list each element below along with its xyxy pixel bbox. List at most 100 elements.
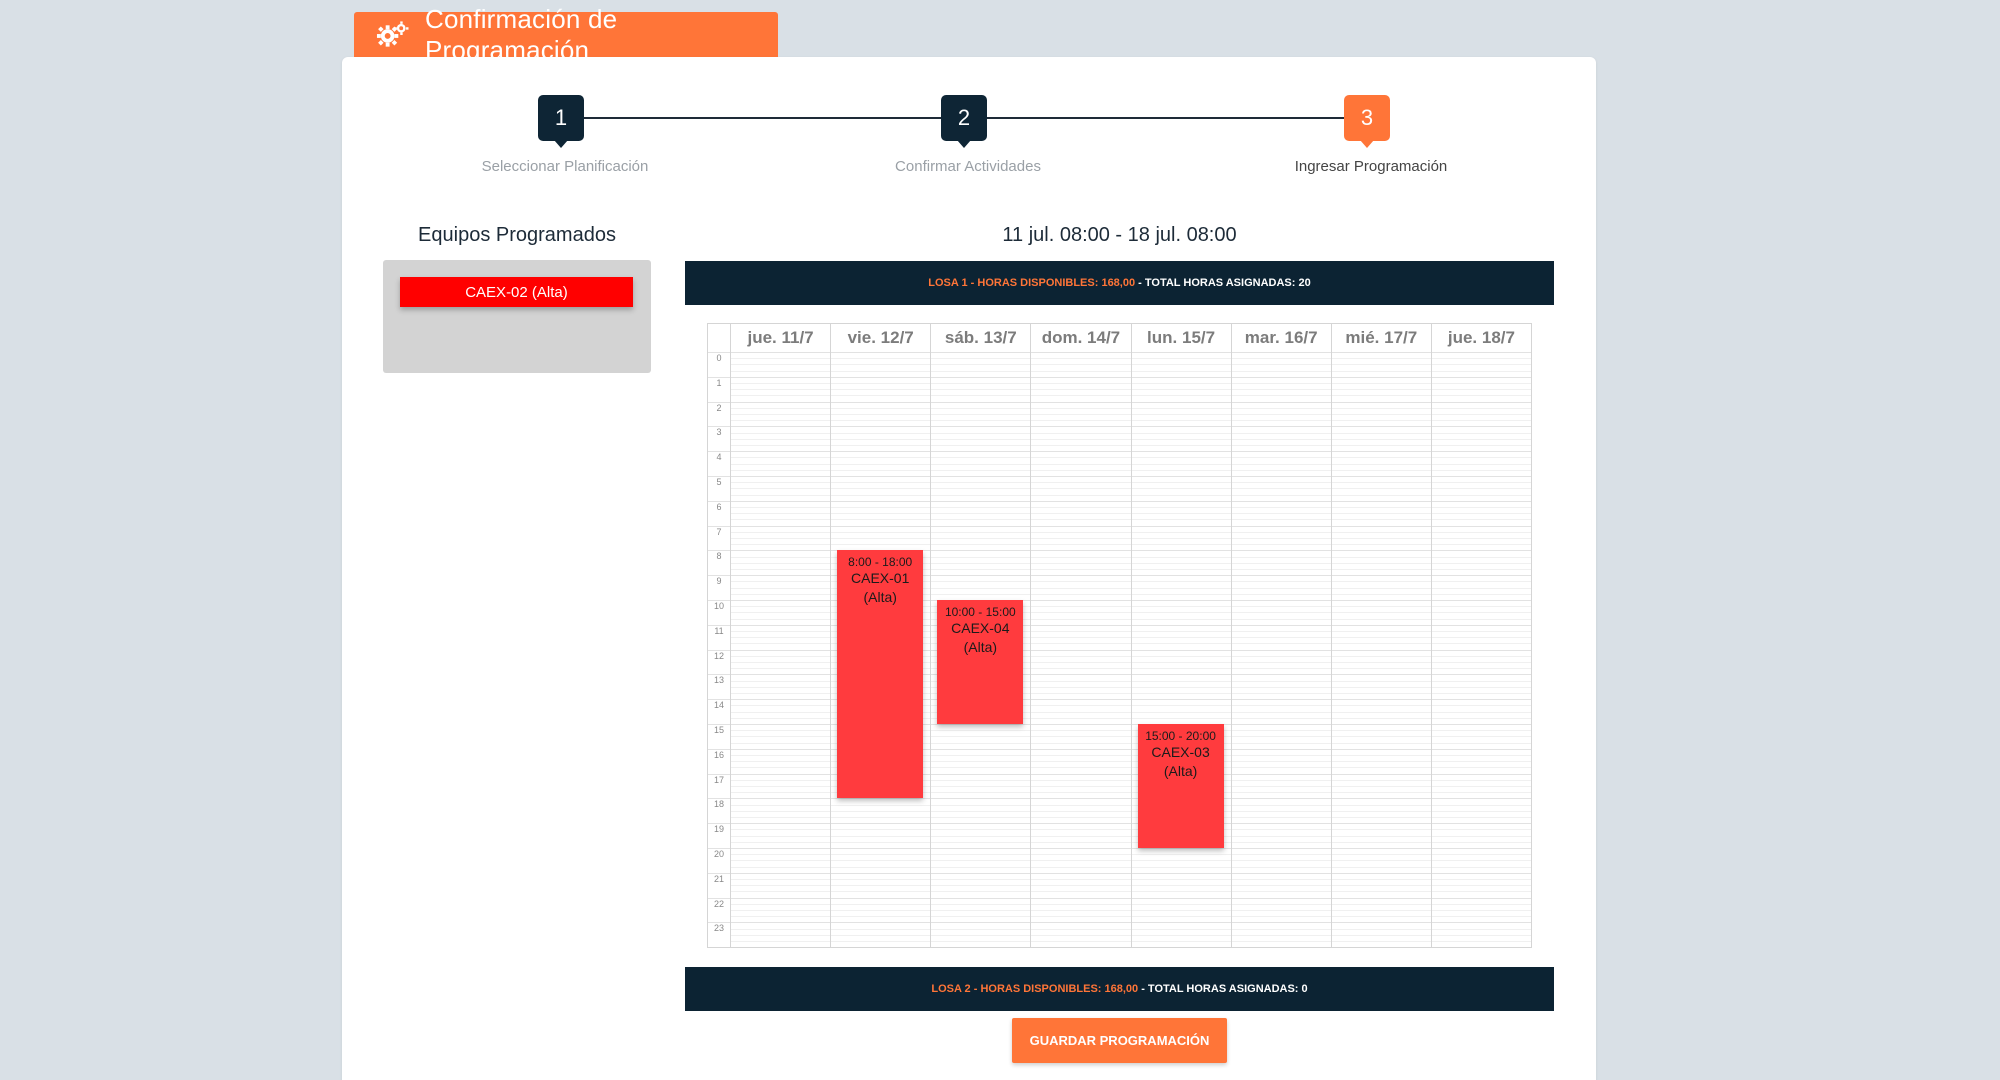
hour-gridline <box>708 897 1531 899</box>
day-column-divider <box>1130 324 1132 947</box>
hour-label: 17 <box>713 774 724 785</box>
hour-gridline <box>708 525 1531 527</box>
step-3[interactable]: 3 <box>1344 95 1390 148</box>
step-2[interactable]: 2 <box>941 95 987 148</box>
hour-gridline <box>708 500 1531 502</box>
hour-label: 11 <box>714 625 724 636</box>
stepper-line <box>986 117 1366 119</box>
day-column-divider <box>1430 324 1432 947</box>
hour-label: 3 <box>716 427 722 438</box>
day-column-divider <box>1330 324 1332 947</box>
day-header: mié. 17/7 <box>1330 324 1431 352</box>
hour-label: 22 <box>713 898 724 909</box>
day-column-divider <box>1230 324 1232 947</box>
hour-gridline <box>708 922 1531 924</box>
date-range: 11 jul. 08:00 - 18 jul. 08:00 <box>1002 224 1237 246</box>
hour-gridline <box>708 401 1531 403</box>
event-time: 15:00 - 20:00 <box>1145 729 1216 743</box>
hour-label: 15 <box>713 725 724 735</box>
day-column-divider <box>830 324 832 947</box>
hour-label: 2 <box>716 402 722 413</box>
losa-1-available: LOSA 1 - HORAS DISPONIBLES: 168,00 <box>928 277 1136 289</box>
event-time: 8:00 - 18:00 <box>848 555 913 570</box>
event-name: CAEX-04 <box>951 620 1010 636</box>
hour-gridline <box>708 798 1531 800</box>
hour-label: 0 <box>716 353 722 363</box>
losa-2-bar[interactable]: LOSA 2 - HORAS DISPONIBLES: 168,00 - TOT… <box>685 967 1554 1011</box>
scheduled-event[interactable]: 15:00 - 20:00 CAEX-03 (Alta) <box>1137 724 1224 848</box>
hour-label: 6 <box>716 501 722 512</box>
hour-label: 19 <box>713 824 724 835</box>
event-priority: (Alta) <box>863 589 897 606</box>
hour-label: 10 <box>713 601 724 611</box>
hour-label: 20 <box>713 849 724 859</box>
step-1[interactable]: 1 <box>538 95 584 148</box>
hour-gridline <box>708 451 1531 453</box>
hour-label: 14 <box>713 700 724 711</box>
stepper-line <box>584 117 964 119</box>
event-name: CAEX-03 <box>1151 744 1210 760</box>
hour-gridline <box>708 624 1531 626</box>
hour-label: 5 <box>716 477 722 487</box>
event-priority: (Alta) <box>1163 763 1198 779</box>
hour-gridline <box>708 476 1531 477</box>
hour-gridline <box>708 773 1531 775</box>
hour-gridline <box>708 823 1531 825</box>
equipos-list: CAEX-02 (Alta) <box>383 260 651 373</box>
losa-2-assigned: - TOTAL HORAS ASIGNADAS: 0 <box>1138 983 1308 995</box>
hour-gridline <box>708 872 1531 874</box>
event-name: CAEX-01 <box>851 570 910 587</box>
day-header: dom. 14/7 <box>1030 324 1130 352</box>
hour-label: 23 <box>713 923 724 934</box>
day-header: mar. 16/7 <box>1230 324 1331 352</box>
hour-gridline <box>708 352 1531 353</box>
hour-gridline <box>708 575 1531 577</box>
main-card <box>342 57 1596 1080</box>
losa-1-bar[interactable]: LOSA 1 - HORAS DISPONIBLES: 168,00 - TOT… <box>685 261 1554 305</box>
equipos-title: Equipos Programados <box>418 224 616 246</box>
scheduled-event[interactable]: 10:00 - 15:00 CAEX-04 (Alta) <box>937 600 1024 724</box>
hour-gridline <box>708 426 1531 428</box>
hour-label: 4 <box>716 452 722 463</box>
hour-label: 18 <box>713 799 724 810</box>
gears-icon <box>376 20 409 47</box>
hour-label: 13 <box>713 675 724 686</box>
hour-gridline <box>708 550 1531 552</box>
day-header: jue. 18/7 <box>1430 324 1531 352</box>
equipo-item-caex-02[interactable]: CAEX-02 (Alta) <box>400 277 633 307</box>
day-header: vie. 12/7 <box>830 324 930 352</box>
event-time: 10:00 - 15:00 <box>944 605 1016 619</box>
losa-2-available: LOSA 2 - HORAS DISPONIBLES: 168,00 <box>931 983 1139 995</box>
hour-gridline <box>708 600 1531 601</box>
day-header: lun. 15/7 <box>1130 324 1231 352</box>
save-schedule-button[interactable]: GUARDAR PROGRAMACIÓN <box>1012 1018 1227 1063</box>
hour-gridline <box>708 724 1531 725</box>
day-header: jue. 11/7 <box>730 324 830 352</box>
event-priority: (Alta) <box>963 639 998 655</box>
hour-label: 1 <box>716 377 722 388</box>
hour-label: 7 <box>716 526 722 537</box>
hour-label: 8 <box>716 551 722 562</box>
week-calendar: jue. 11/7 vie. 12/7 sáb. 13/7 dom. 14/7 lun.… <box>707 323 1532 948</box>
day-column-divider <box>730 324 731 947</box>
step-1-label: Seleccionar Planificación <box>481 158 649 175</box>
hour-label: 9 <box>716 576 722 587</box>
hour-label: 12 <box>713 650 724 661</box>
hour-gridline <box>708 649 1531 651</box>
hour-gridline <box>708 848 1531 849</box>
losa-1-assigned: - TOTAL HORAS ASIGNADAS: 20 <box>1135 277 1311 289</box>
hour-label: 21 <box>713 873 724 884</box>
hour-gridline <box>708 376 1531 378</box>
day-column-divider <box>930 324 932 947</box>
day-column-divider <box>1531 324 1532 947</box>
hour-gridline <box>708 674 1531 676</box>
step-2-label: Confirmar Actividades <box>895 158 1041 175</box>
day-header: sáb. 13/7 <box>930 324 1030 352</box>
hour-label: 16 <box>713 749 724 760</box>
day-column-divider <box>1030 324 1032 947</box>
hour-gridline <box>708 699 1531 701</box>
page-title-tab: Confirmación de Programación <box>354 4 778 65</box>
hour-gridline <box>708 748 1531 750</box>
scheduled-event[interactable]: 8:00 - 18:00 CAEX-01 (Alta) <box>837 550 924 799</box>
step-3-label: Ingresar Programación <box>1294 158 1448 175</box>
